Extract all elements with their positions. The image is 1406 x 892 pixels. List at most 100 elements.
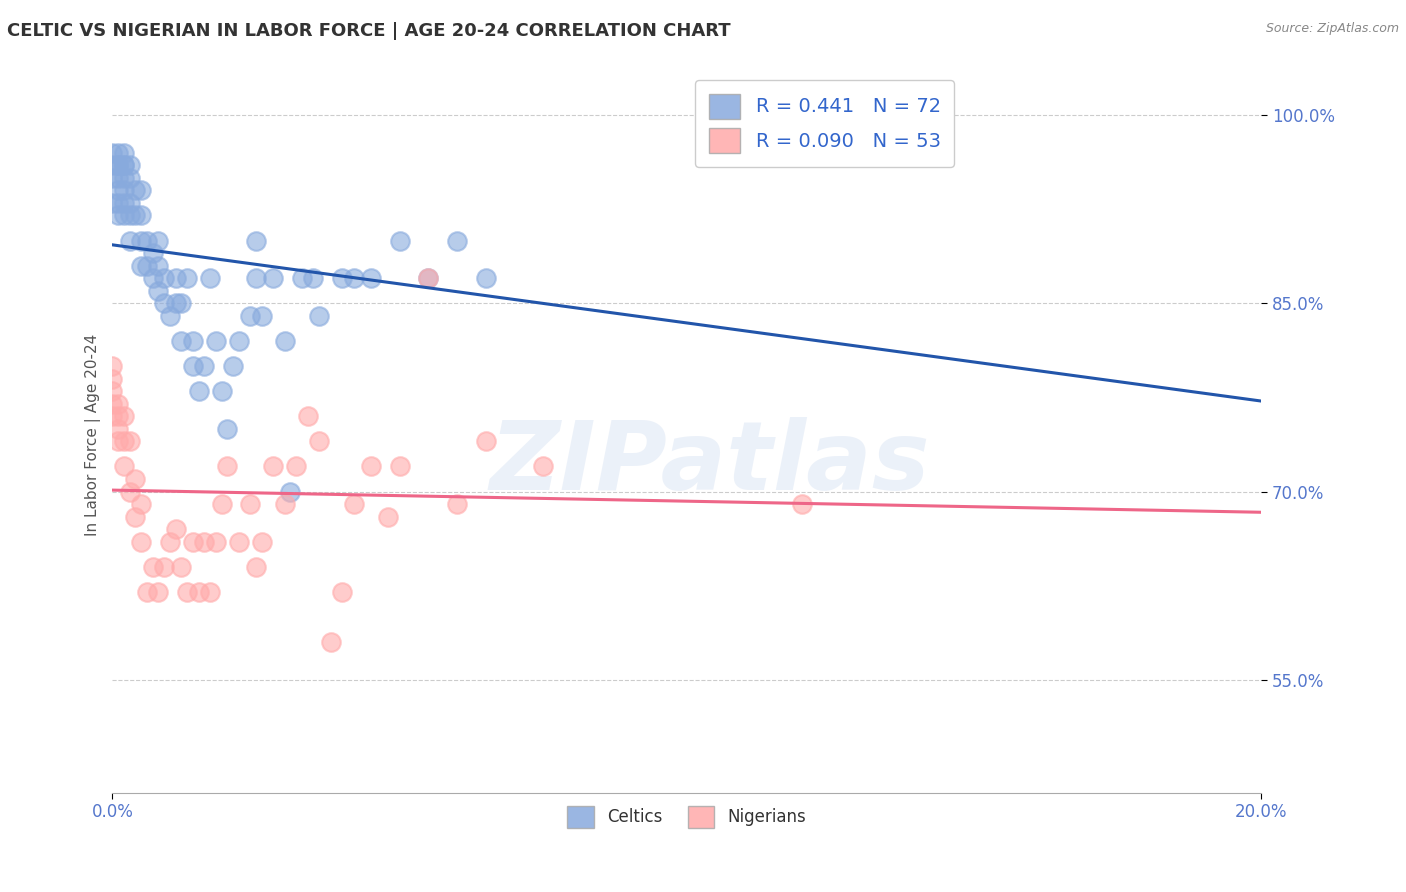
Point — [124, 472, 146, 486]
Point — [790, 497, 813, 511]
Point — [291, 271, 314, 285]
Point — [245, 234, 267, 248]
Point — [124, 183, 146, 197]
Point — [245, 559, 267, 574]
Point — [204, 534, 226, 549]
Point — [129, 234, 152, 248]
Point — [262, 459, 284, 474]
Point — [101, 371, 124, 385]
Point — [187, 585, 209, 599]
Point — [198, 585, 221, 599]
Point — [228, 334, 250, 348]
Point — [181, 359, 204, 373]
Point — [217, 422, 239, 436]
Point — [107, 183, 129, 197]
Point — [181, 334, 204, 348]
Point — [112, 195, 135, 210]
Point — [388, 459, 411, 474]
Point — [118, 158, 141, 172]
Point — [112, 209, 135, 223]
Point — [135, 585, 157, 599]
Point — [360, 271, 382, 285]
Point — [101, 384, 124, 398]
Point — [129, 209, 152, 223]
Point — [222, 359, 245, 373]
Point — [418, 271, 440, 285]
Point — [118, 170, 141, 185]
Point — [118, 434, 141, 449]
Point — [107, 158, 129, 172]
Point — [148, 284, 170, 298]
Point — [107, 422, 129, 436]
Point — [148, 585, 170, 599]
Point — [101, 397, 124, 411]
Point — [211, 384, 233, 398]
Point — [142, 271, 165, 285]
Point — [124, 509, 146, 524]
Point — [193, 534, 215, 549]
Point — [297, 409, 319, 424]
Point — [135, 234, 157, 248]
Point — [107, 170, 129, 185]
Point — [176, 585, 198, 599]
Point — [112, 183, 135, 197]
Point — [343, 497, 366, 511]
Point — [181, 534, 204, 549]
Text: ZIPatlas: ZIPatlas — [489, 417, 931, 510]
Point — [193, 359, 215, 373]
Point — [129, 497, 152, 511]
Point — [118, 234, 141, 248]
Point — [388, 234, 411, 248]
Point — [153, 271, 176, 285]
Point — [531, 459, 554, 474]
Text: CELTIC VS NIGERIAN IN LABOR FORCE | AGE 20-24 CORRELATION CHART: CELTIC VS NIGERIAN IN LABOR FORCE | AGE … — [7, 22, 731, 40]
Point — [228, 534, 250, 549]
Point — [239, 497, 262, 511]
Point — [112, 158, 135, 172]
Point — [112, 434, 135, 449]
Point — [170, 296, 193, 310]
Point — [107, 409, 129, 424]
Point — [239, 309, 262, 323]
Point — [187, 384, 209, 398]
Point — [308, 309, 330, 323]
Point — [170, 334, 193, 348]
Point — [153, 559, 176, 574]
Point — [446, 497, 468, 511]
Point — [107, 209, 129, 223]
Point — [360, 459, 382, 474]
Point — [101, 158, 124, 172]
Point — [418, 271, 440, 285]
Point — [475, 434, 498, 449]
Point — [101, 145, 124, 160]
Point — [165, 271, 187, 285]
Point — [112, 409, 135, 424]
Point — [107, 397, 129, 411]
Point — [142, 246, 165, 260]
Point — [148, 259, 170, 273]
Point — [250, 309, 273, 323]
Point — [112, 170, 135, 185]
Text: Source: ZipAtlas.com: Source: ZipAtlas.com — [1265, 22, 1399, 36]
Point — [176, 271, 198, 285]
Point — [112, 459, 135, 474]
Point — [217, 459, 239, 474]
Point — [112, 145, 135, 160]
Point — [245, 271, 267, 285]
Point — [107, 158, 129, 172]
Point — [129, 183, 152, 197]
Y-axis label: In Labor Force | Age 20-24: In Labor Force | Age 20-24 — [86, 334, 101, 536]
Point — [135, 259, 157, 273]
Point — [274, 497, 297, 511]
Point — [330, 585, 353, 599]
Point — [159, 309, 181, 323]
Point — [285, 459, 308, 474]
Point — [118, 484, 141, 499]
Point — [107, 434, 129, 449]
Point — [262, 271, 284, 285]
Point — [377, 509, 399, 524]
Point — [107, 145, 129, 160]
Point — [118, 195, 141, 210]
Point — [112, 158, 135, 172]
Point — [118, 209, 141, 223]
